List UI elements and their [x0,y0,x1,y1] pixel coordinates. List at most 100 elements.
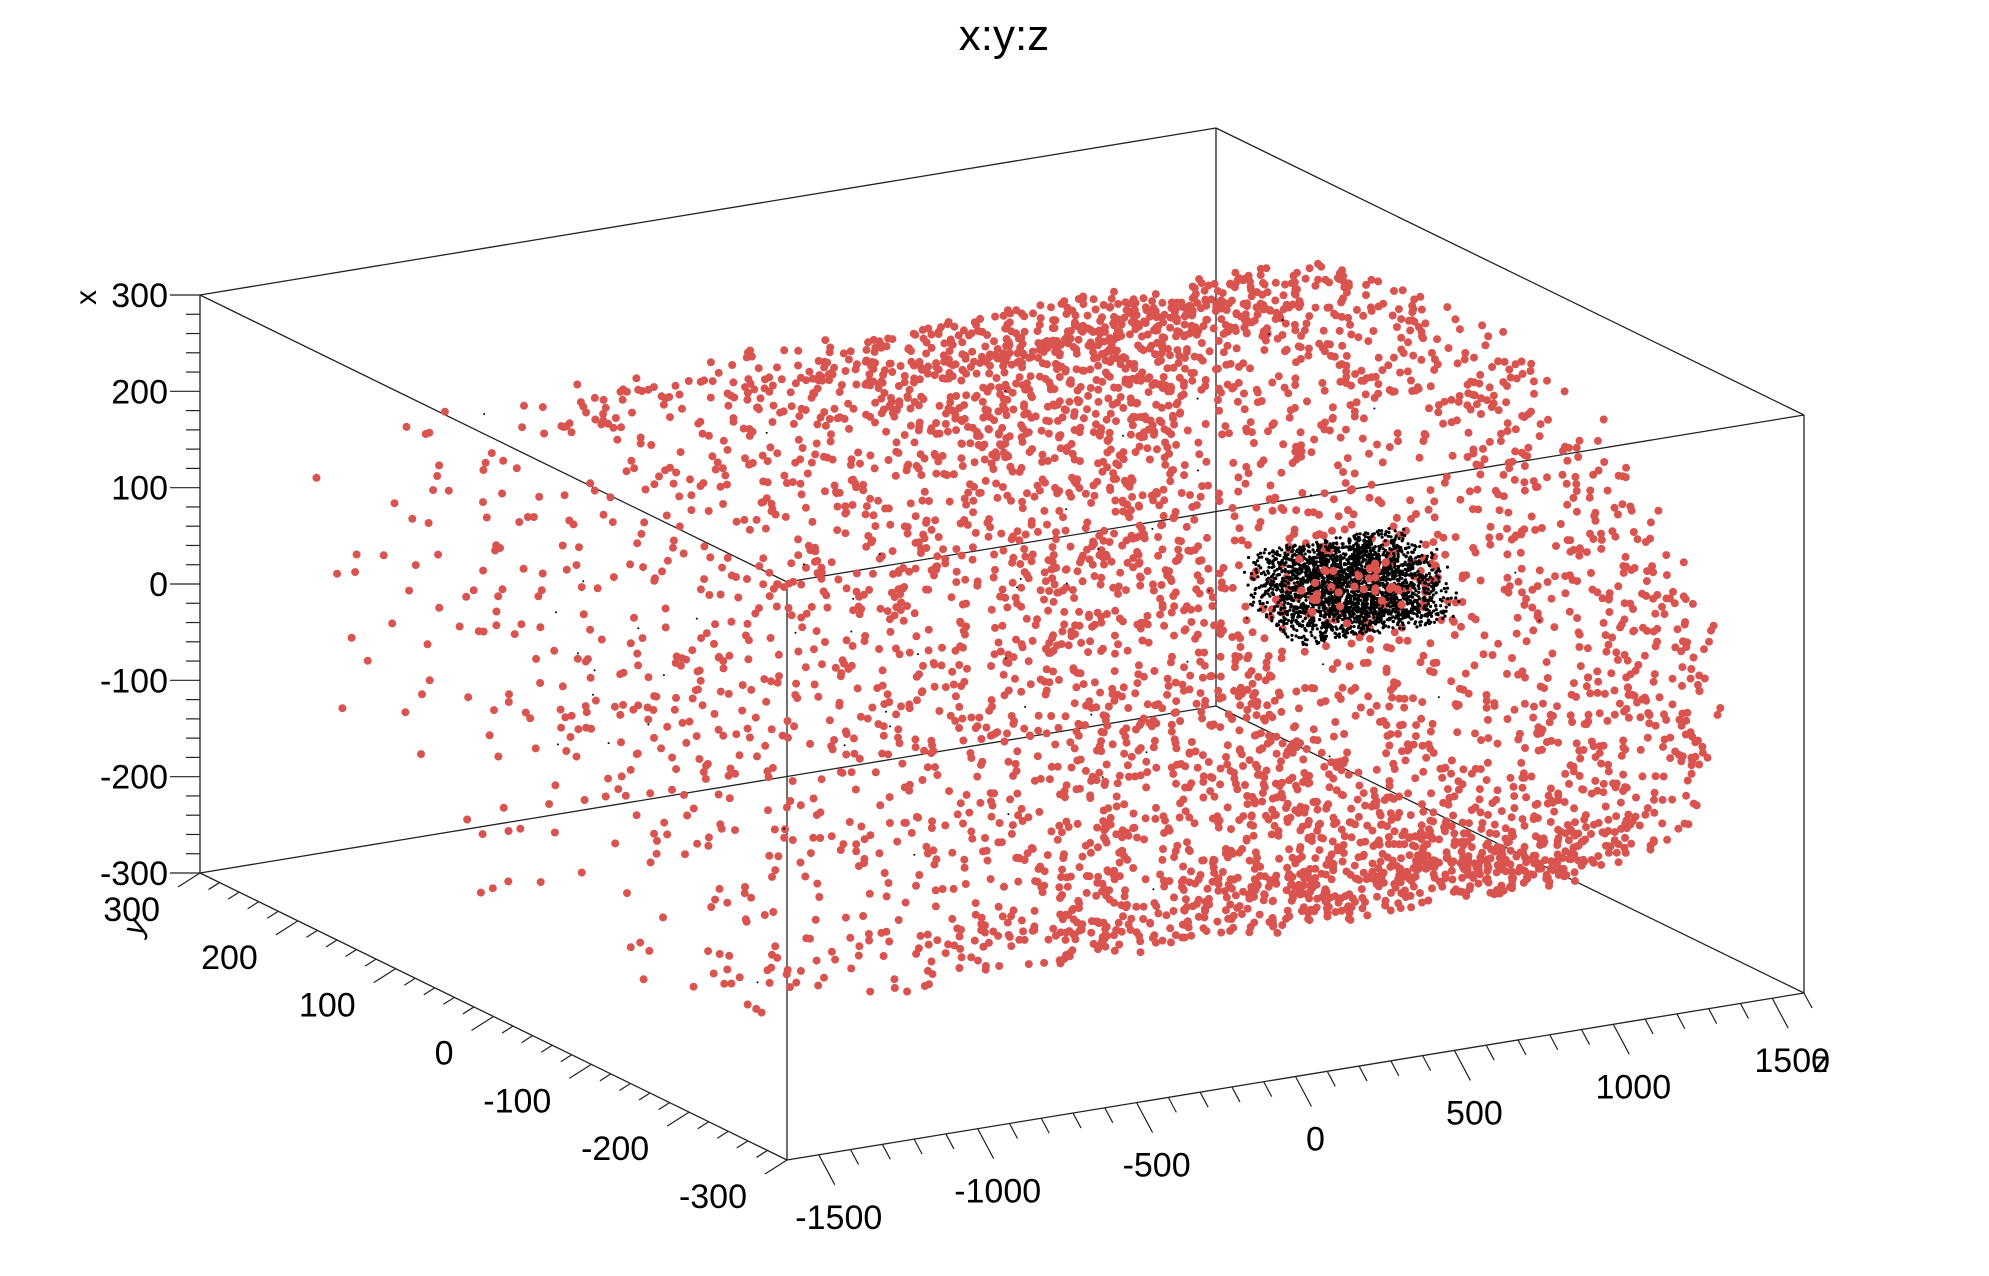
data-point [1374,864,1383,873]
data-point [1292,687,1301,696]
data-point [927,566,936,575]
data-point [1553,841,1562,850]
data-point [851,479,860,488]
data-point [764,806,772,815]
data-point [1543,674,1552,682]
data-point [435,461,444,470]
data-point [1566,849,1575,858]
data-point [980,440,989,449]
data-point [933,771,942,779]
data-point [1291,326,1300,335]
data-point [1231,891,1240,900]
data-point [1179,875,1188,884]
data-point [1489,391,1498,400]
data-point [1027,520,1036,529]
data-point [1651,721,1660,730]
data-point [1687,753,1696,762]
data-point [1091,409,1100,418]
data-point [1420,577,1425,582]
data-point [1328,526,1336,535]
data-point [748,459,757,467]
data-point [1469,873,1478,882]
z-axis-tick [818,1154,836,1186]
data-point [1072,785,1081,794]
data-point [924,646,933,655]
data-point [1079,321,1088,330]
data-point [1299,755,1308,764]
data-point [767,507,776,516]
data-point [1520,699,1529,708]
data-point [1283,799,1292,808]
data-point [476,888,485,897]
data-point [714,368,723,377]
data-point [1337,844,1346,853]
data-point [848,642,857,650]
data-point [939,545,948,554]
data-point [731,769,740,778]
data-point [650,576,659,585]
data-point [1203,533,1211,542]
data-point [817,775,826,784]
data-point [1443,853,1452,862]
data-point [761,524,770,533]
data-point [1678,663,1687,672]
data-point [943,471,951,479]
data-point [1300,874,1309,883]
data-point [1331,718,1340,726]
data-point [1520,600,1529,609]
data-point [1095,531,1104,540]
data-point [1406,496,1415,505]
data-point [1164,824,1173,833]
data-point [492,607,501,616]
data-point [1501,824,1510,833]
data-point [1533,482,1542,491]
data-point [1166,469,1175,478]
data-point [1311,797,1320,806]
data-point [1553,858,1562,867]
data-point [1108,400,1117,409]
data-point [1305,312,1314,321]
data-point [1562,479,1571,488]
data-point [855,942,864,951]
data-point [1610,710,1619,719]
data-point [1259,896,1268,905]
data-point [981,476,990,485]
data-point [1185,878,1194,887]
data-point [582,408,591,417]
data-point [1180,320,1189,329]
data-point [1390,287,1398,295]
data-point [1356,838,1365,847]
data-point [1482,696,1491,705]
data-point [1597,759,1606,768]
data-point [1174,545,1183,554]
data-point [1367,480,1376,489]
data-point [729,378,738,387]
data-point [1393,679,1402,688]
data-point [1167,298,1176,307]
data-point [825,415,834,423]
data-point [864,338,873,347]
data-point [1365,493,1374,502]
data-point [1180,663,1188,672]
data-point [1017,687,1026,696]
data-point [849,734,858,743]
data-point [992,374,1001,382]
data-point [755,562,764,571]
data-point [566,733,575,741]
data-point [732,517,741,526]
data-point [1166,387,1175,396]
data-point [1321,870,1330,879]
data-point [769,908,778,916]
data-point [865,585,874,594]
data-point [1110,946,1119,955]
data-point [1319,326,1328,335]
data-point [1191,747,1200,756]
data-point [1366,634,1375,643]
data-point [1198,856,1207,865]
data-point [1040,506,1049,515]
data-point [968,555,977,564]
data-point [1060,297,1069,306]
data-point [609,423,618,432]
data-point [1047,303,1055,312]
data-point [1158,520,1167,529]
